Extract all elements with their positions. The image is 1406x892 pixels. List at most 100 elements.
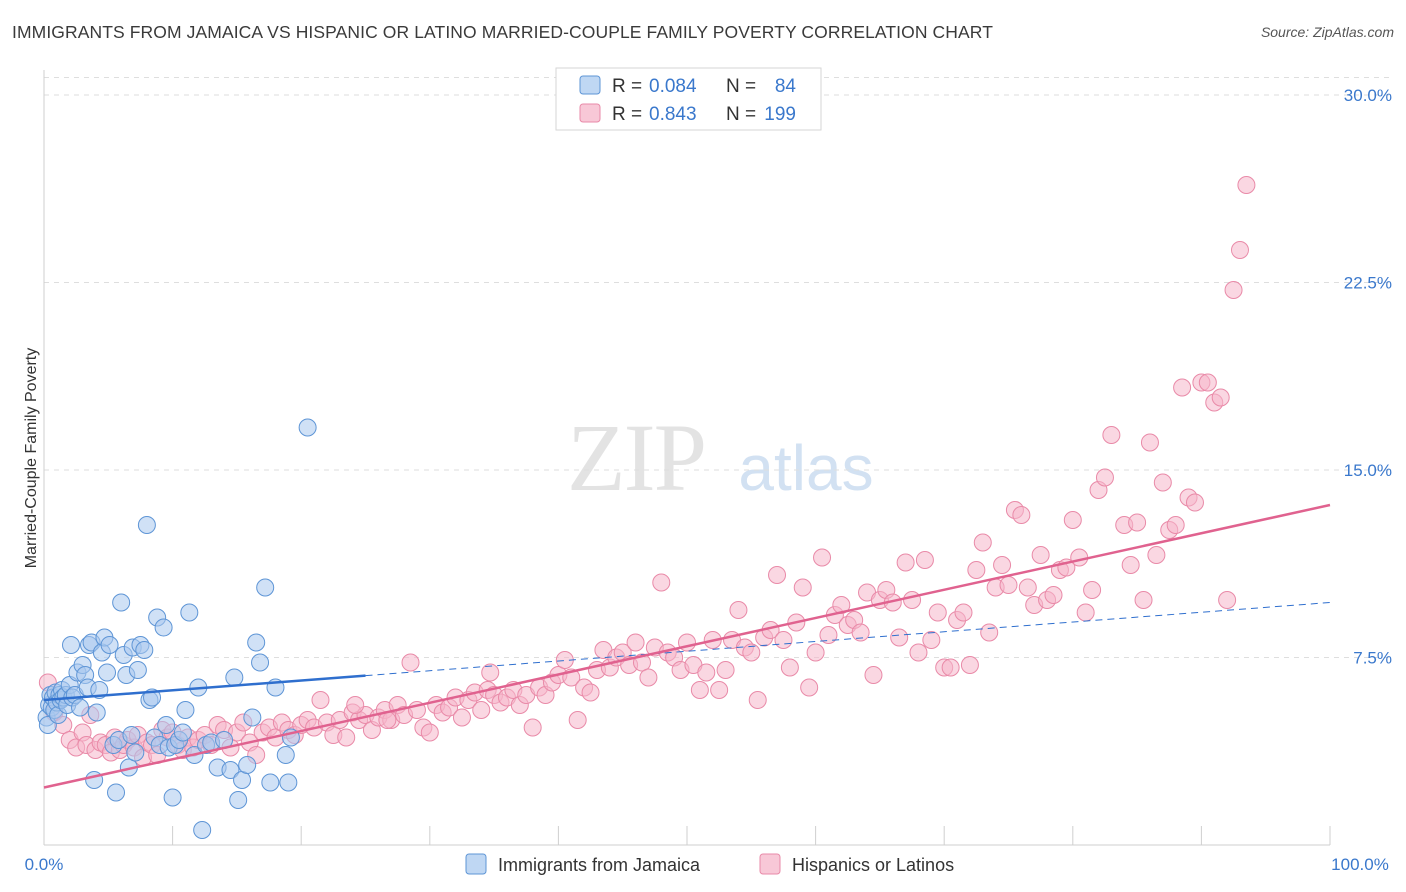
point-hispanic (742, 643, 761, 662)
point-hispanic (909, 643, 928, 662)
point-jamaica (298, 418, 317, 437)
stats-n-label-jamaica: N = (726, 76, 756, 97)
y-tick-label: 7.5% (1353, 649, 1392, 668)
stats-n-label-hispanic: N = (726, 104, 756, 125)
point-hispanic (472, 701, 491, 719)
point-hispanic (420, 723, 439, 742)
point-hispanic (1166, 516, 1185, 534)
point-jamaica (107, 783, 126, 802)
point-jamaica (221, 761, 240, 779)
point-hispanic (1147, 546, 1166, 564)
point-hispanic (1140, 433, 1159, 452)
point-hispanic (973, 533, 992, 552)
point-jamaica (225, 668, 244, 687)
point-hispanic (568, 711, 587, 729)
point-hispanic (710, 681, 729, 699)
point-hispanic (768, 566, 787, 584)
point-jamaica (193, 821, 212, 839)
point-hispanic (819, 626, 838, 644)
point-jamaica (229, 791, 248, 809)
stats-swatch-jamaica (579, 75, 601, 95)
point-hispanic (1218, 591, 1237, 609)
point-hispanic (311, 691, 330, 709)
point-hispanic (1134, 591, 1153, 609)
point-hispanic (1128, 513, 1147, 532)
point-hispanic (1018, 578, 1037, 597)
point-jamaica (173, 723, 192, 742)
grid (44, 77, 1392, 658)
y-axis-title: Married-Couple Family Poverty (23, 348, 40, 569)
source-label: Source: ZipAtlas.com (1260, 24, 1394, 40)
point-hispanic (806, 643, 825, 662)
stats-swatch-hispanic (579, 103, 601, 123)
y-tick-label: 15.0% (1344, 461, 1392, 480)
point-hispanic (896, 553, 915, 572)
point-hispanic (1070, 548, 1089, 567)
point-jamaica (261, 773, 280, 792)
bottom-legend: Immigrants from Jamaica Hispanics or Lat… (465, 853, 954, 875)
point-jamaica (279, 773, 298, 792)
point-hispanic (1224, 281, 1243, 299)
point-hispanic (1083, 581, 1102, 599)
point-hispanic (1230, 241, 1249, 259)
point-jamaica (233, 771, 252, 789)
point-jamaica (180, 603, 199, 622)
point-hispanic (967, 561, 986, 579)
legend-swatch-hispanic (759, 853, 781, 875)
point-jamaica (135, 641, 154, 659)
trend-line-jamaica (43, 674, 366, 702)
y-tick-label: 22.5% (1344, 274, 1392, 293)
point-hispanic (993, 556, 1012, 574)
trend-line-jamaica-extrapolated (365, 602, 1331, 677)
point-hispanic (626, 633, 645, 652)
point-hispanic (1153, 473, 1172, 492)
stats-n-value-jamaica: 84 (775, 76, 797, 97)
point-hispanic (928, 603, 947, 622)
stats-r-value-hispanic: 0.843 (649, 104, 697, 125)
stats-r-label-hispanic: R = (612, 104, 642, 125)
watermark-atlas: atlas (738, 432, 873, 504)
point-jamaica (126, 743, 145, 762)
point-jamaica (137, 516, 156, 534)
point-jamaica (243, 708, 262, 727)
point-jamaica (256, 578, 275, 597)
trend-line-hispanic (43, 503, 1331, 789)
point-hispanic (1173, 378, 1192, 397)
point-hispanic (774, 631, 793, 649)
point-jamaica (247, 633, 266, 652)
point-hispanic (1076, 603, 1095, 622)
point-hispanic (903, 591, 922, 609)
legend-swatch-jamaica (465, 853, 487, 875)
point-jamaica (251, 653, 270, 672)
point-hispanic (954, 603, 973, 622)
point-hispanic (481, 663, 500, 682)
point-hispanic (1121, 556, 1140, 574)
series-jamaica-points (37, 418, 317, 839)
point-hispanic (851, 623, 870, 642)
point-hispanic (1044, 586, 1063, 604)
point-hispanic (813, 548, 832, 567)
point-hispanic (716, 661, 735, 679)
point-hispanic (800, 678, 819, 697)
point-hispanic (523, 718, 542, 737)
y-tick-labels: 7.5% 15.0% 22.5% 30.0% (1344, 86, 1392, 668)
point-hispanic (915, 551, 934, 569)
point-jamaica (238, 756, 257, 774)
point-hispanic (652, 573, 671, 592)
stats-r-label-jamaica: R = (612, 76, 642, 97)
point-jamaica (62, 636, 81, 654)
point-hispanic (1211, 388, 1230, 407)
point-hispanic (1185, 493, 1204, 512)
x-ticks (43, 826, 1331, 845)
point-hispanic (748, 691, 767, 709)
point-hispanic (639, 668, 658, 687)
point-hispanic (890, 628, 909, 647)
y-tick-label: 30.0% (1344, 86, 1392, 105)
point-jamaica (98, 663, 117, 682)
point-hispanic (1031, 546, 1050, 564)
legend-label-hispanic: Hispanics or Latinos (792, 855, 954, 875)
stats-r-value-jamaica: 0.084 (649, 76, 697, 97)
point-hispanic (337, 728, 356, 747)
point-jamaica (112, 593, 131, 612)
